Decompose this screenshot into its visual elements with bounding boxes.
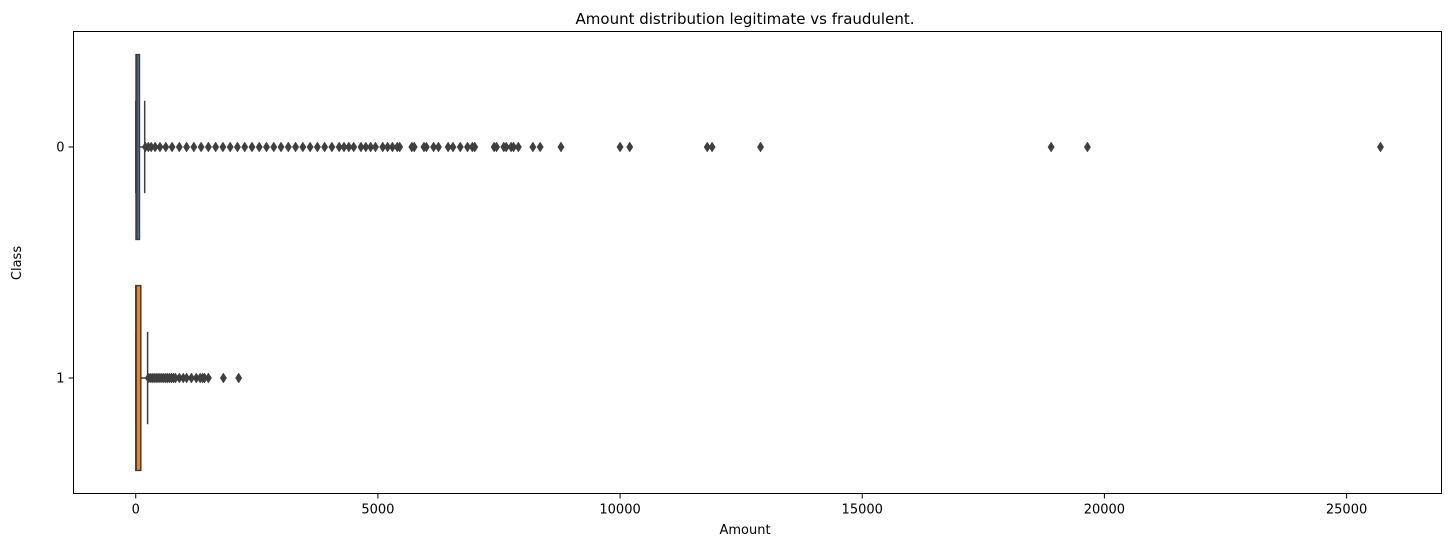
- outlier-point: [493, 141, 501, 153]
- outlier-point: [335, 141, 343, 153]
- outlier-point: [284, 141, 292, 153]
- outlier-point: [219, 141, 227, 153]
- outlier-point: [340, 141, 348, 153]
- outlier-point: [757, 141, 765, 153]
- outlier-point: [168, 141, 176, 153]
- chart-title: Amount distribution legitimate vs fraudu…: [576, 10, 915, 28]
- outlier-point: [328, 141, 336, 153]
- outlier-point: [255, 141, 263, 153]
- outlier-point: [1376, 141, 1384, 153]
- outlier-point: [384, 141, 392, 153]
- x-tick-label: 25000: [1326, 503, 1367, 518]
- x-tick-label: 20000: [1084, 503, 1125, 518]
- outlier-point: [510, 141, 518, 153]
- outlier-point: [313, 141, 321, 153]
- outlier-point: [263, 141, 271, 153]
- outlier-point: [626, 141, 634, 153]
- outlier-point: [162, 141, 170, 153]
- outlier-point: [449, 141, 457, 153]
- outlier-point: [367, 141, 375, 153]
- outlier-point: [197, 141, 205, 153]
- x-tick-label: 15000: [842, 503, 883, 518]
- box-group-class-1: [134, 284, 243, 472]
- y-tick-label: 0: [56, 141, 64, 156]
- box-group-class-0: [134, 53, 1384, 241]
- outlier-point: [190, 141, 198, 153]
- outlier-point: [514, 141, 522, 153]
- plot-area: [134, 53, 1384, 472]
- outlier-point: [226, 141, 234, 153]
- outlier-point: [357, 141, 365, 153]
- outlier-point: [456, 141, 464, 153]
- outlier-point: [708, 141, 716, 153]
- outlier-point: [292, 141, 300, 153]
- y-axis-label: Class: [10, 246, 25, 280]
- x-axis: 0 5000 10000 15000 20000 25000: [132, 493, 1367, 518]
- outlier-point: [1083, 141, 1091, 153]
- y-axis: 01: [56, 141, 74, 387]
- outlier-point: [219, 372, 227, 384]
- outlier-point: [536, 141, 544, 153]
- outlier-point: [410, 141, 418, 153]
- outlier-point: [151, 141, 159, 153]
- outlier-point: [156, 141, 164, 153]
- outlier-point: [444, 141, 452, 153]
- outlier-point: [204, 372, 212, 384]
- outlier-point: [616, 141, 624, 153]
- outlier-point: [529, 141, 537, 153]
- x-tick-label: 10000: [599, 503, 640, 518]
- outlier-point: [371, 141, 379, 153]
- outlier-point: [362, 141, 370, 153]
- outlier-point: [502, 141, 510, 153]
- outlier-point: [183, 372, 191, 384]
- x-tick-label: 0: [132, 503, 140, 518]
- outlier-point: [422, 141, 430, 153]
- outlier-point: [471, 141, 479, 153]
- plot-frame: [73, 31, 1442, 494]
- outlier-point: [306, 141, 314, 153]
- x-tick-label: 5000: [361, 503, 394, 518]
- x-axis-label: Amount: [719, 523, 770, 538]
- outlier-point: [235, 372, 243, 384]
- outlier-point: [233, 141, 241, 153]
- outlier-point: [350, 141, 358, 153]
- outlier-point: [703, 141, 711, 153]
- outlier-point: [270, 141, 278, 153]
- outlier-point: [1047, 141, 1055, 153]
- y-tick-label: 1: [56, 372, 64, 387]
- outlier-point: [434, 141, 442, 153]
- outlier-point: [430, 141, 438, 153]
- outlier-point: [557, 141, 565, 153]
- outlier-point: [299, 141, 307, 153]
- outlier-point: [388, 141, 396, 153]
- outlier-point: [212, 141, 220, 153]
- outlier-point: [277, 141, 285, 153]
- outlier-point: [175, 141, 183, 153]
- outlier-point: [248, 141, 256, 153]
- outlier-point: [464, 141, 472, 153]
- outlier-point: [241, 141, 249, 153]
- outlier-point: [187, 372, 195, 384]
- outlier-point: [321, 141, 329, 153]
- outlier-point: [183, 141, 191, 153]
- box-iqr: [135, 53, 141, 241]
- outlier-point: [379, 141, 387, 153]
- outlier-point: [345, 141, 353, 153]
- outlier-point: [396, 141, 404, 153]
- outlier-point: [204, 141, 212, 153]
